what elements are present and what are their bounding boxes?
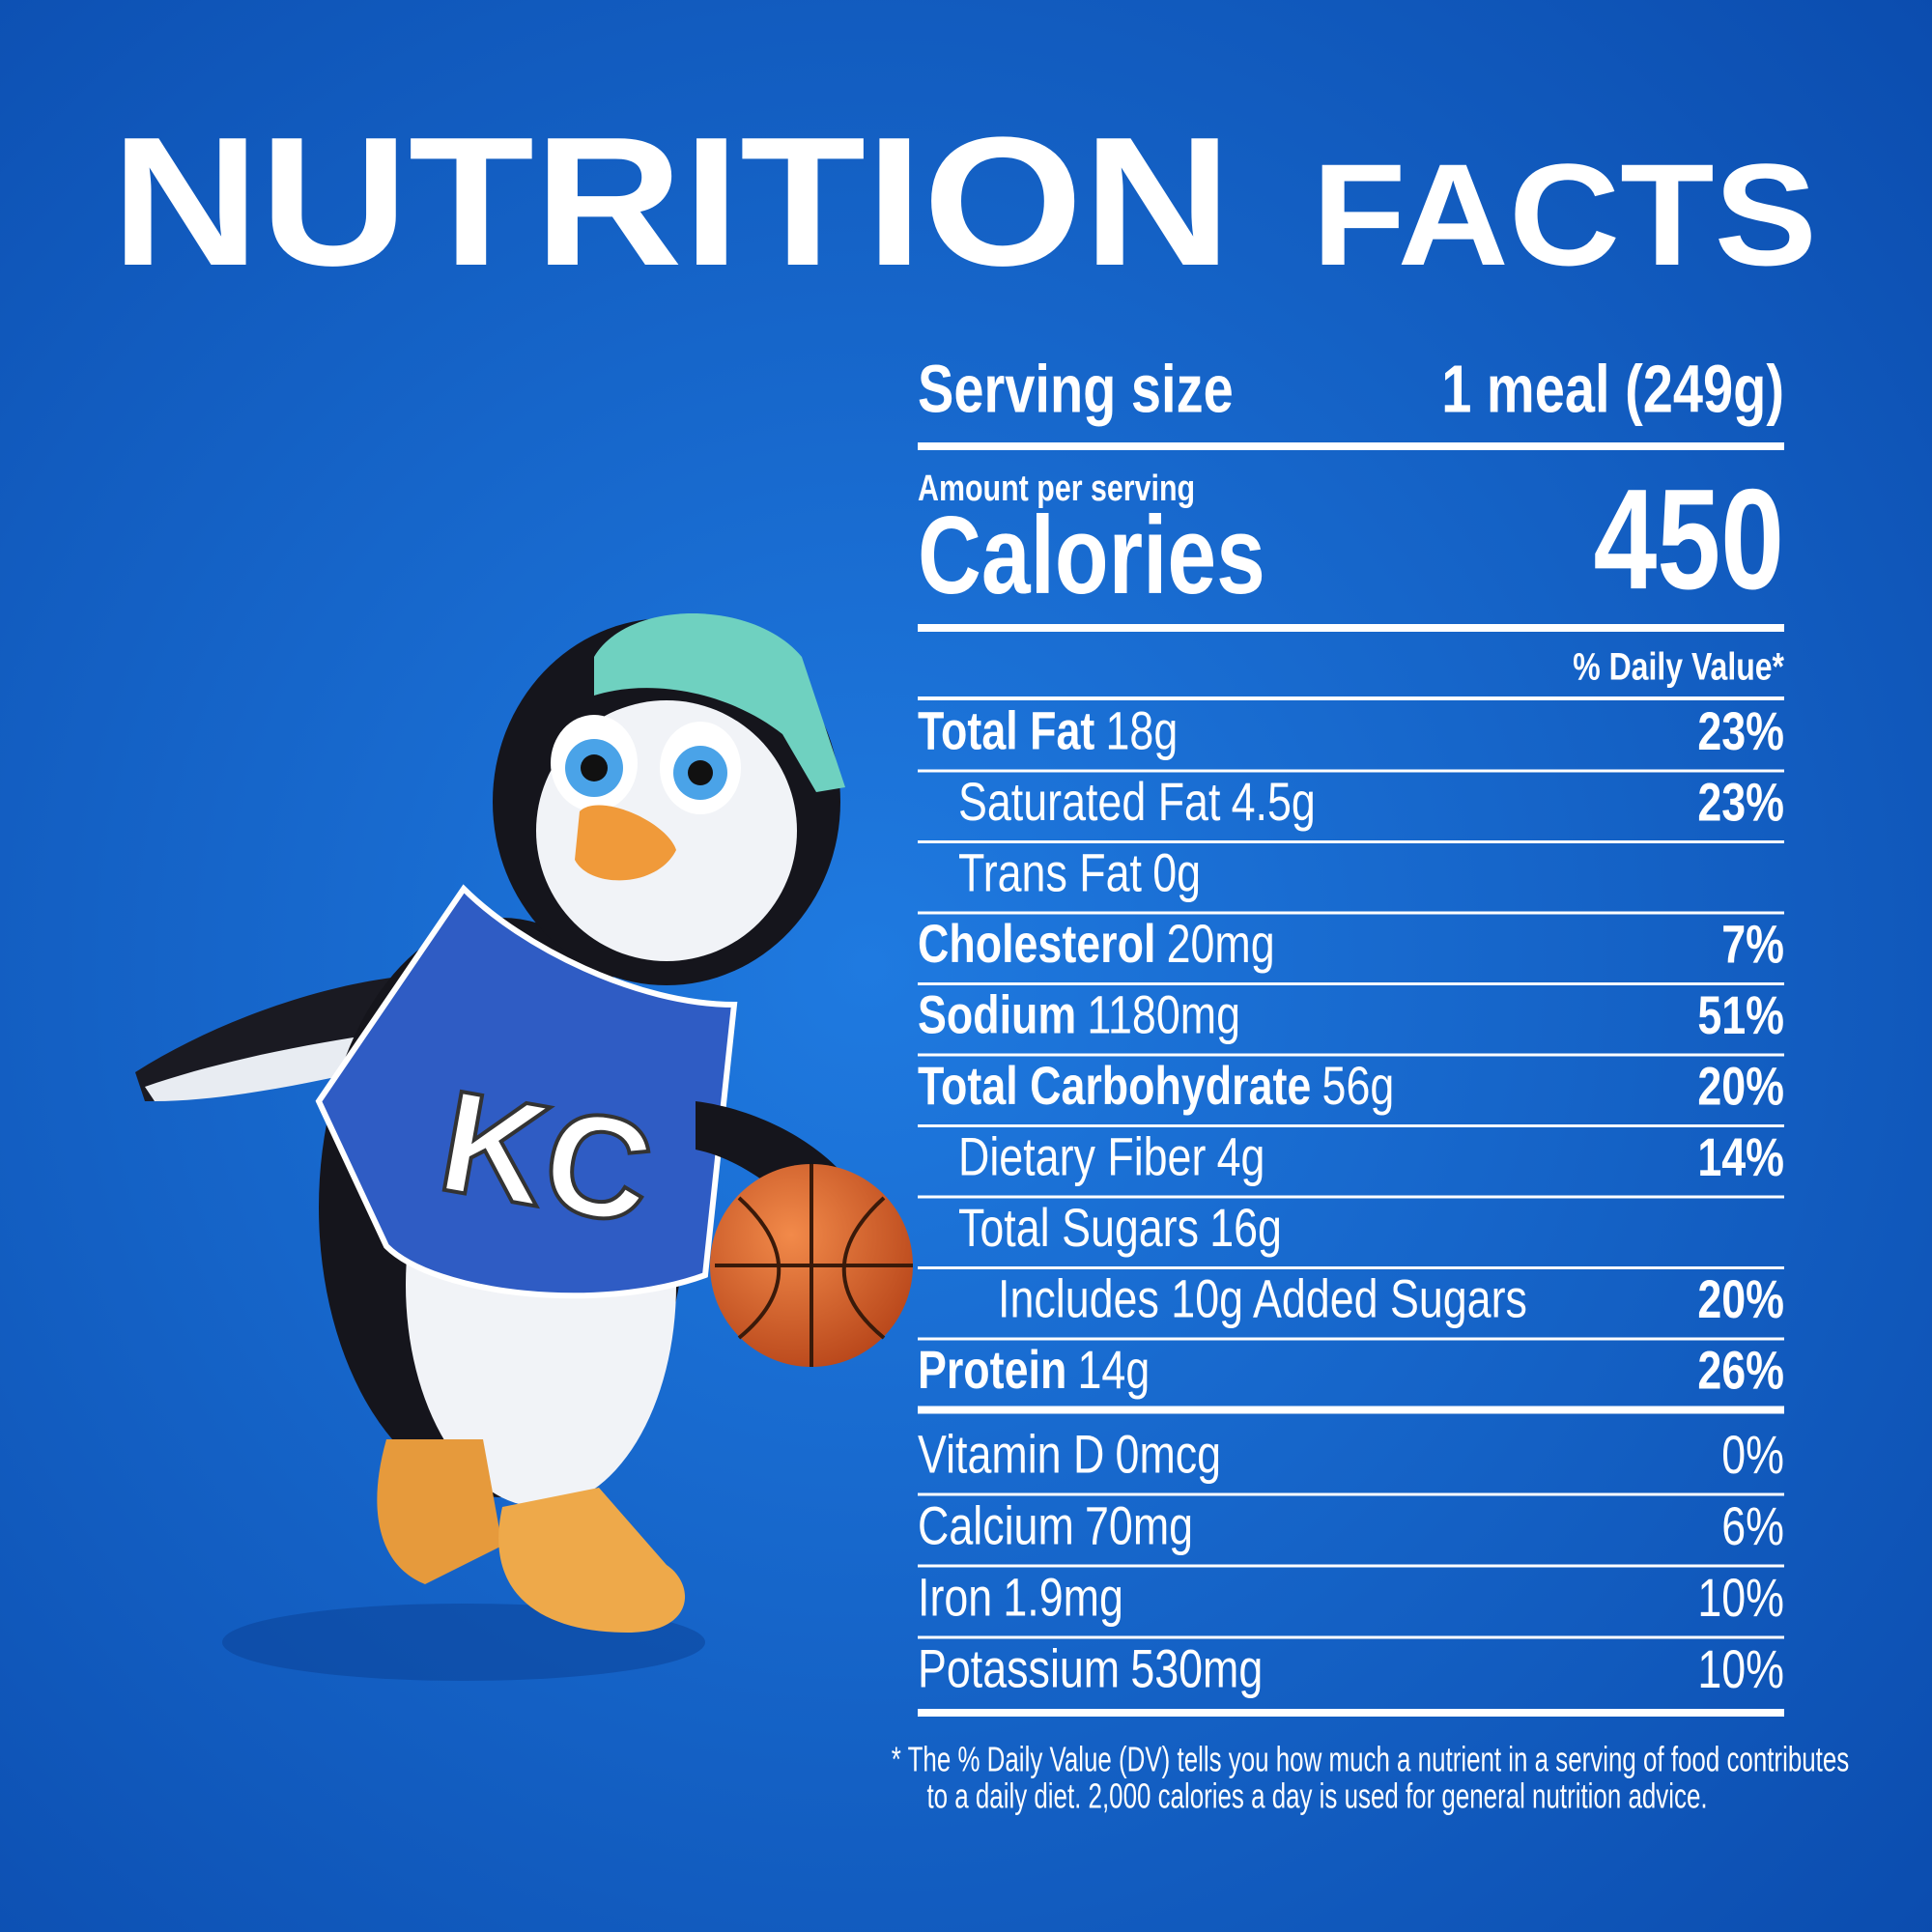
rule <box>918 1124 1784 1127</box>
daily-value: 20% <box>1697 1055 1784 1116</box>
daily-value: 6% <box>1721 1495 1784 1556</box>
rule <box>918 442 1784 450</box>
nutrient-amount: 4.5g <box>1232 771 1316 832</box>
nutrient-row: Vitamin D 0mcg <box>918 1424 1221 1485</box>
nutrient-amount: 20mg <box>1167 913 1275 974</box>
nutrient-name: Calcium <box>918 1495 1074 1556</box>
penguin-illustration: KC <box>135 613 913 1681</box>
daily-value-header: % Daily Value* <box>1573 644 1785 688</box>
nutrition-label: Serving size 1 meal (249g) Amount per serv… <box>892 353 1849 1816</box>
rule <box>918 696 1784 700</box>
footnote: to a daily diet. 2,000 calories a day is… <box>926 1776 1707 1815</box>
nutrient-name: Total Carbohydrate <box>918 1055 1311 1116</box>
nutrient-row: Iron 1.9mg <box>918 1567 1123 1628</box>
nutrient-row: Includes 10g Added Sugars <box>998 1268 1527 1329</box>
nutrient-row: Potassium 530mg <box>918 1638 1263 1699</box>
nutrient-amount: 4g <box>1217 1126 1265 1187</box>
nutrient-name: Dietary Fiber <box>958 1126 1206 1187</box>
nutrient-row: Sodium 1180mg <box>918 984 1240 1045</box>
daily-value: 10% <box>1697 1567 1784 1628</box>
daily-value: 0% <box>1721 1424 1784 1485</box>
rule <box>918 1053 1784 1057</box>
nutrient-name: Protein <box>918 1339 1066 1400</box>
title-main: NUTRITION <box>111 99 1232 304</box>
daily-value: 14% <box>1697 1126 1784 1187</box>
nutrient-amount: 1180mg <box>1087 984 1240 1045</box>
daily-value: 7% <box>1721 913 1784 974</box>
nutrient-name: Saturated Fat <box>958 771 1220 832</box>
daily-value: 51% <box>1697 984 1784 1045</box>
nutrient-name: Total Fat <box>918 700 1094 761</box>
nutrient-row: Dietary Fiber 4g <box>958 1126 1264 1187</box>
serving-size-label: Serving size <box>918 353 1234 427</box>
serving-size: 1 meal (249g) <box>1441 353 1784 427</box>
rule <box>918 1564 1784 1568</box>
rule <box>918 982 1784 985</box>
nutrient-row: Calcium 70mg <box>918 1495 1193 1556</box>
nutrient-name: Includes 10g Added Sugars <box>998 1268 1527 1329</box>
amount-per-serving: Amount per serving <box>918 469 1195 509</box>
rule <box>918 1492 1784 1496</box>
footnote: * The % Daily Value (DV) tells you how m… <box>892 1740 1849 1778</box>
daily-value: 26% <box>1697 1339 1784 1400</box>
rule <box>918 840 1784 843</box>
rule <box>918 1337 1784 1341</box>
nutrient-amount: 70mg <box>1085 1495 1193 1556</box>
rule <box>918 1635 1784 1639</box>
rule <box>918 624 1784 632</box>
calories-value: 450 <box>1593 461 1784 620</box>
nutrient-row: Trans Fat 0g <box>958 842 1201 903</box>
nutrient-name: Vitamin D <box>918 1424 1104 1485</box>
nutrient-name: Cholesterol <box>918 913 1155 974</box>
rule <box>918 1709 1784 1717</box>
nutrient-amount: 18g <box>1106 700 1179 761</box>
nutrient-row: Total Carbohydrate 56g <box>918 1055 1394 1116</box>
nutrient-name: Sodium <box>918 984 1076 1045</box>
nutrient-amount: 14g <box>1078 1339 1151 1400</box>
nutrient-amount: 1.9mg <box>1003 1567 1122 1628</box>
nutrient-amount: 530mg <box>1130 1638 1263 1699</box>
nutrient-row: Protein 14g <box>918 1339 1150 1400</box>
nutrient-name: Trans Fat <box>958 842 1142 903</box>
daily-value: 20% <box>1697 1268 1784 1329</box>
rule <box>918 911 1784 915</box>
nutrient-name: Iron <box>918 1567 992 1628</box>
nutrient-amount: 0mcg <box>1116 1424 1222 1485</box>
calories-label: Calories <box>918 494 1265 616</box>
nutrient-amount: 0g <box>1152 842 1201 903</box>
nutrient-name: Potassium <box>918 1638 1120 1699</box>
nutrient-row: Cholesterol 20mg <box>918 913 1275 974</box>
nutrient-name: Total Sugars <box>958 1197 1199 1258</box>
rule <box>918 769 1784 773</box>
daily-value: 10% <box>1697 1638 1784 1699</box>
nutrient-row: Total Fat 18g <box>918 700 1178 761</box>
nutrient-row: Saturated Fat 4.5g <box>958 771 1316 832</box>
nutrient-amount: 16g <box>1209 1197 1282 1258</box>
daily-value: 23% <box>1697 771 1784 832</box>
rule <box>918 1406 1784 1414</box>
title-sub: FACTS <box>1312 133 1817 296</box>
nutrient-amount: 56g <box>1322 1055 1395 1116</box>
rule <box>918 1195 1784 1199</box>
svg-text:KC: KC <box>429 1059 664 1255</box>
nutrient-row: Total Sugars 16g <box>958 1197 1282 1258</box>
daily-value: 23% <box>1697 700 1784 761</box>
rule <box>918 1266 1784 1269</box>
